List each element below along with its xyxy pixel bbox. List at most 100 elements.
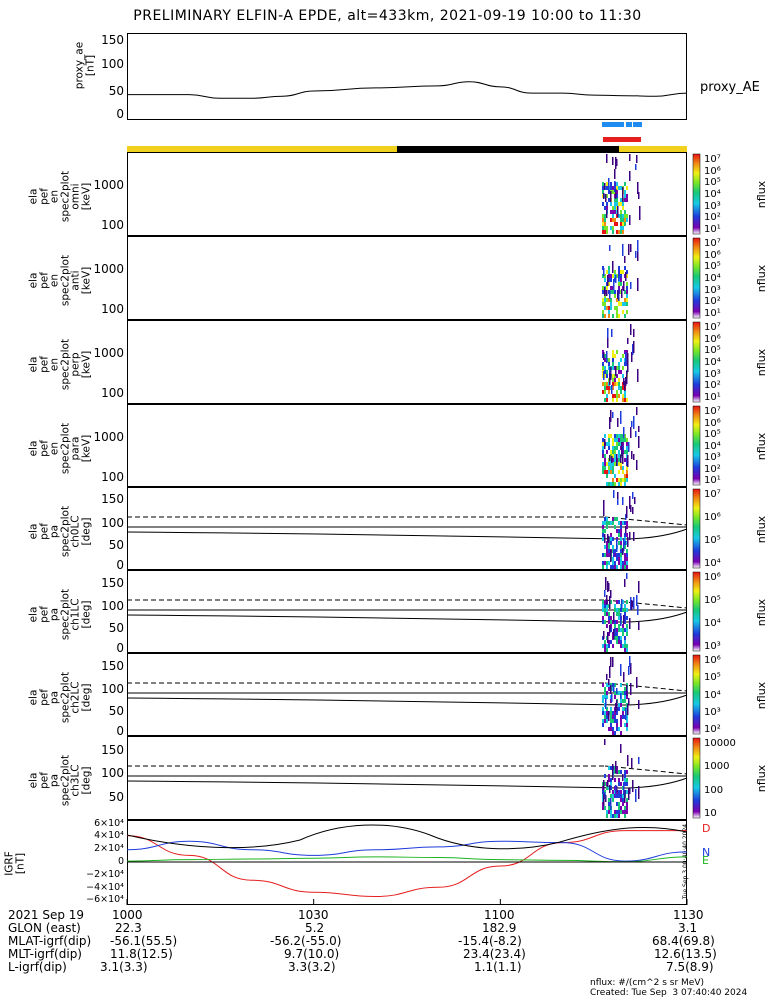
- colorbar-tick-label: 10²: [704, 212, 721, 224]
- spectrogram-pixel: [604, 517, 606, 521]
- spectrogram-pixel: [608, 442, 610, 446]
- spectrogram-pixel: [604, 640, 606, 644]
- spectrogram-pixel: [624, 782, 626, 786]
- spectrogram-pixel: [608, 466, 610, 470]
- spectrogram-pixel: [624, 478, 626, 482]
- spectrogram-pixel: [615, 189, 617, 199]
- spectrogram-pixel: [624, 640, 626, 644]
- spectrogram-pixel: [624, 474, 626, 478]
- spectrogram-pixel: [624, 774, 626, 778]
- pa-ch0-tick: 0: [116, 558, 124, 572]
- spectrogram-pixel: [609, 417, 611, 429]
- spectrogram-pixel: [629, 532, 631, 540]
- spectrogram-pixel: [610, 202, 612, 206]
- spectrogram-pixel: [606, 644, 608, 648]
- spectrogram-pixel: [626, 466, 628, 470]
- spectrogram-pixel: [624, 194, 626, 198]
- spectrogram-pixel: [606, 394, 608, 398]
- spectrogram-pixel: [614, 306, 616, 310]
- spectrogram-pixel: [622, 600, 624, 604]
- spectrogram-pixel: [622, 470, 624, 474]
- spectrogram-pixel: [602, 226, 604, 230]
- colorbar-label: nflux: [755, 598, 769, 626]
- spectrogram-pixel: [631, 600, 633, 610]
- igrf-legend-e: E: [702, 854, 709, 867]
- spec-anti-tick: 1000: [93, 262, 124, 276]
- loss-cone-dashed-line: [604, 682, 688, 692]
- spectrogram-pixel: [620, 703, 622, 707]
- spectrogram-pixel: [610, 620, 612, 624]
- spectrogram-pixel: [622, 628, 624, 632]
- spectrogram-pixel: [602, 604, 604, 608]
- loss-cone-dashed-line: [604, 516, 688, 526]
- spectrogram-pixel: [626, 218, 628, 222]
- spectrogram-pixel: [620, 282, 622, 286]
- loss-cone-dashed-line: [604, 765, 688, 775]
- spectrogram-pixel: [637, 182, 639, 194]
- spectrogram-pixel: [602, 218, 604, 222]
- spectrogram-pixel: [620, 358, 622, 362]
- colorbar-tick-label: 10⁵: [704, 177, 721, 189]
- igrf-d-line: [126, 830, 687, 898]
- spectrogram-pixel: [614, 620, 616, 624]
- spectrogram-pixel: [624, 691, 626, 695]
- spectrogram-pixel: [614, 169, 616, 179]
- spectrogram-pixel: [610, 798, 612, 810]
- spectrogram-pixel: [624, 190, 626, 194]
- spectrogram-pixel: [614, 454, 616, 458]
- spectrogram-pixel: [622, 222, 624, 226]
- colorbar-tick-label: 10⁷: [704, 238, 721, 249]
- spectrogram-pixel: [606, 786, 608, 790]
- spectrogram-pixel: [604, 226, 606, 230]
- spectrogram-pixel: [604, 529, 606, 533]
- colorbar-label: nflux: [755, 348, 769, 377]
- spectrogram-pixel: [616, 636, 618, 640]
- spectrogram-pixel: [604, 230, 606, 234]
- spectrogram-pixel: [610, 286, 612, 290]
- colorbar-tick-label: 10⁴: [704, 273, 721, 284]
- spectrogram-pixel: [604, 612, 606, 616]
- spectrogram-pixel: [604, 561, 606, 565]
- spectrogram-pixel: [610, 624, 612, 628]
- spectrogram-pixel: [626, 533, 628, 537]
- spectrogram-pixel: [618, 770, 620, 774]
- spectrogram-pixel: [628, 698, 630, 705]
- row-mlt-v0: 11.8(12.5): [110, 947, 173, 961]
- spectrogram-pixel: [613, 550, 615, 557]
- spectrogram-pixel: [622, 230, 624, 234]
- proxy-ae-line: [126, 81, 688, 99]
- spectrogram-pixel: [608, 270, 610, 274]
- spectrogram-pixel: [604, 366, 606, 370]
- spectrogram-pixel: [610, 290, 612, 294]
- spectrogram-pixel: [630, 282, 632, 289]
- spectrogram-pixel: [612, 458, 614, 462]
- spectrogram-pixel: [603, 794, 605, 806]
- spectrogram-pixel: [624, 218, 626, 222]
- spectrogram-pixel: [626, 644, 628, 648]
- spectrogram-pixel: [606, 182, 608, 186]
- spectrogram-pixel: [629, 656, 631, 667]
- spectrogram-pixel: [608, 727, 610, 731]
- spectrogram-pixel: [610, 218, 612, 222]
- spectrogram-pixel: [608, 482, 610, 486]
- spectrogram-pixel: [624, 612, 626, 616]
- spectrogram-pixel: [636, 460, 638, 470]
- spectrogram-pixel: [620, 462, 622, 466]
- spectrogram-pixel: [608, 632, 610, 636]
- spectrogram-pixel: [623, 281, 625, 291]
- spectrogram-pixel: [620, 553, 622, 557]
- spectrogram-pixel: [612, 226, 614, 230]
- spectrogram-pixel: [610, 786, 612, 790]
- spectrogram-pixel: [624, 182, 626, 186]
- spectrogram-pixel: [608, 282, 610, 286]
- spectrogram-pixel: [614, 549, 616, 553]
- spectrogram-pixel: [606, 711, 608, 715]
- spectrogram-pixel: [609, 367, 611, 373]
- row-glon-v3: 3.1: [678, 921, 698, 935]
- spectrogram-pixel: [602, 644, 604, 648]
- spectrogram-pixel: [612, 362, 614, 366]
- spectrogram-pixel: [616, 723, 618, 727]
- spectrogram-pixel: [606, 351, 608, 363]
- spectrogram-pixel: [618, 286, 620, 290]
